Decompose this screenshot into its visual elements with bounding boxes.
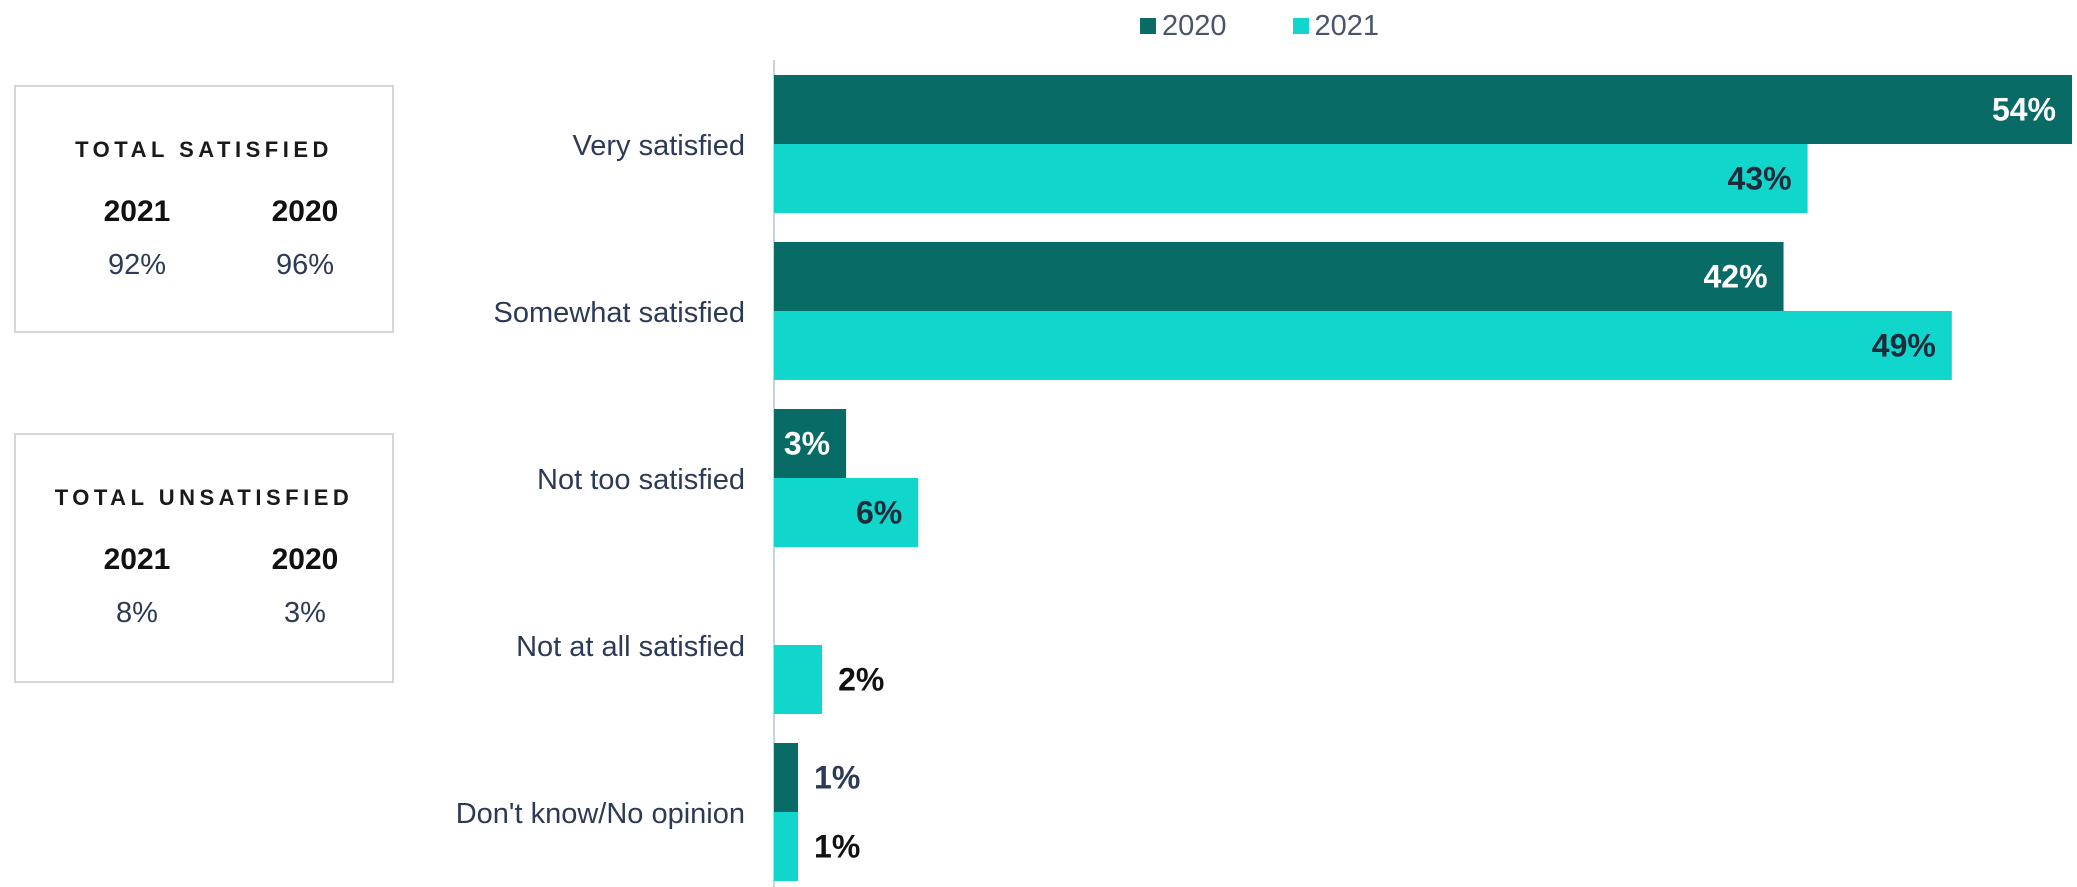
category-label: Not too satisfied xyxy=(537,464,745,496)
satisfied-year-2021: 2021 xyxy=(103,195,171,228)
legend-item-2021: 2021 xyxy=(1292,9,1380,43)
total-satisfied-title: TOTAL SATISFIED xyxy=(75,137,333,162)
satisfied-col-2021: 2021 92% xyxy=(77,195,197,282)
legend-swatch-2021 xyxy=(1292,18,1309,34)
bar-2021 xyxy=(774,812,799,881)
satisfied-col-2020: 2020 96% xyxy=(245,195,365,282)
unsatisfied-col-2020: 2020 3% xyxy=(245,543,365,630)
category-label: Very satisfied xyxy=(573,130,745,162)
legend-label-2021: 2021 xyxy=(1314,9,1380,42)
bar-2021 xyxy=(774,478,919,547)
category-label: Don't know/No opinion xyxy=(456,798,745,830)
bar-2020 xyxy=(774,75,2072,144)
satisfied-year-2020: 2020 xyxy=(271,195,339,228)
total-satisfied-box: TOTAL SATISFIED 2021 92% 2020 96% xyxy=(14,85,394,333)
unsatisfied-year-2020: 2020 xyxy=(271,543,339,576)
bar-2021 xyxy=(774,144,1808,213)
value-label-2021: 2% xyxy=(838,662,884,698)
bar-2020 xyxy=(774,409,847,478)
value-label-2021: 1% xyxy=(814,829,860,865)
unsatisfied-year-2021: 2021 xyxy=(103,543,171,576)
value-label-2020: 54% xyxy=(1992,92,2056,128)
bar-2020 xyxy=(774,743,799,812)
total-unsatisfied-box: TOTAL UNSATISFIED 2021 8% 2020 3% xyxy=(14,433,394,683)
category-label: Somewhat satisfied xyxy=(494,297,745,329)
bar-2021 xyxy=(774,311,1952,380)
legend-swatch-2020 xyxy=(1140,18,1156,34)
value-label-2021: 49% xyxy=(1872,328,1936,364)
value-label-2021: 6% xyxy=(856,495,902,531)
bar-2020 xyxy=(774,242,1784,311)
chart-legend: 2020 2021 xyxy=(1140,8,1379,44)
unsatisfied-value-2021: 8% xyxy=(116,597,158,629)
satisfied-value-2020: 96% xyxy=(275,249,335,281)
value-label-2020: 1% xyxy=(814,760,860,796)
value-label-2021: 43% xyxy=(1728,161,1792,197)
category-label: Not at all satisfied xyxy=(516,631,745,663)
total-unsatisfied-title: TOTAL UNSATISFIED xyxy=(54,485,354,510)
unsatisfied-value-2020: 3% xyxy=(284,597,326,629)
unsatisfied-col-2021: 2021 8% xyxy=(77,543,197,630)
legend-label-2020: 2020 xyxy=(1162,9,1227,42)
satisfied-value-2021: 92% xyxy=(107,249,167,281)
bar-2021 xyxy=(774,645,823,714)
value-label-2020: 3% xyxy=(784,426,830,462)
value-label-2020: 42% xyxy=(1704,259,1768,295)
legend-item-2020: 2020 xyxy=(1140,10,1227,43)
